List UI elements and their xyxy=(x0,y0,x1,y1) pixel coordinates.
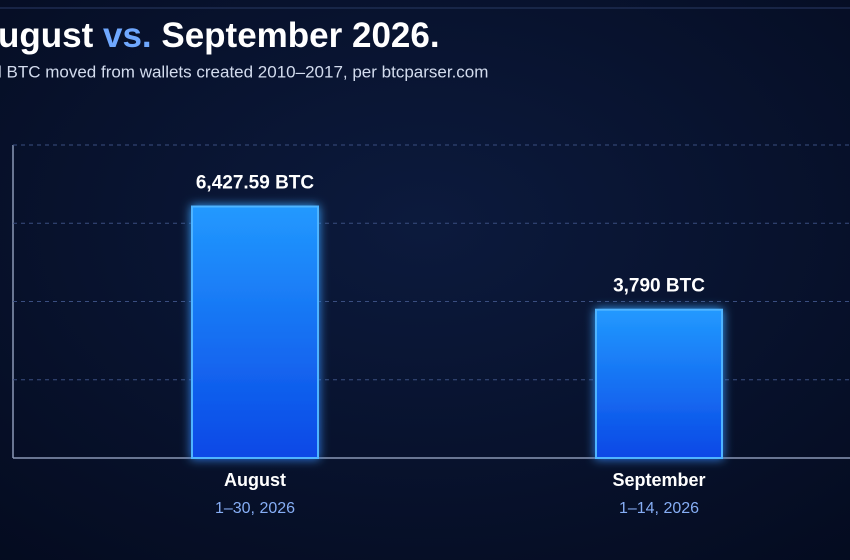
title-part: vs. xyxy=(103,16,152,55)
bar xyxy=(191,205,319,459)
chart-title: ugust vs. September 2026. xyxy=(0,16,440,55)
title-part: September 2026. xyxy=(152,16,440,55)
x-tick-label: August xyxy=(224,470,286,490)
bar xyxy=(595,308,723,459)
x-tick-sublabel: 1–30, 2026 xyxy=(215,500,295,517)
chart-subtitle: l BTC moved from wallets created 2010–20… xyxy=(0,62,488,81)
x-tick-sublabel: 1–14, 2026 xyxy=(619,500,699,517)
x-tick-label: September xyxy=(612,470,705,490)
title-part: ugust xyxy=(0,16,103,55)
value-label: 6,427.59 BTC xyxy=(196,173,315,194)
value-label: 3,790 BTC xyxy=(613,276,705,297)
